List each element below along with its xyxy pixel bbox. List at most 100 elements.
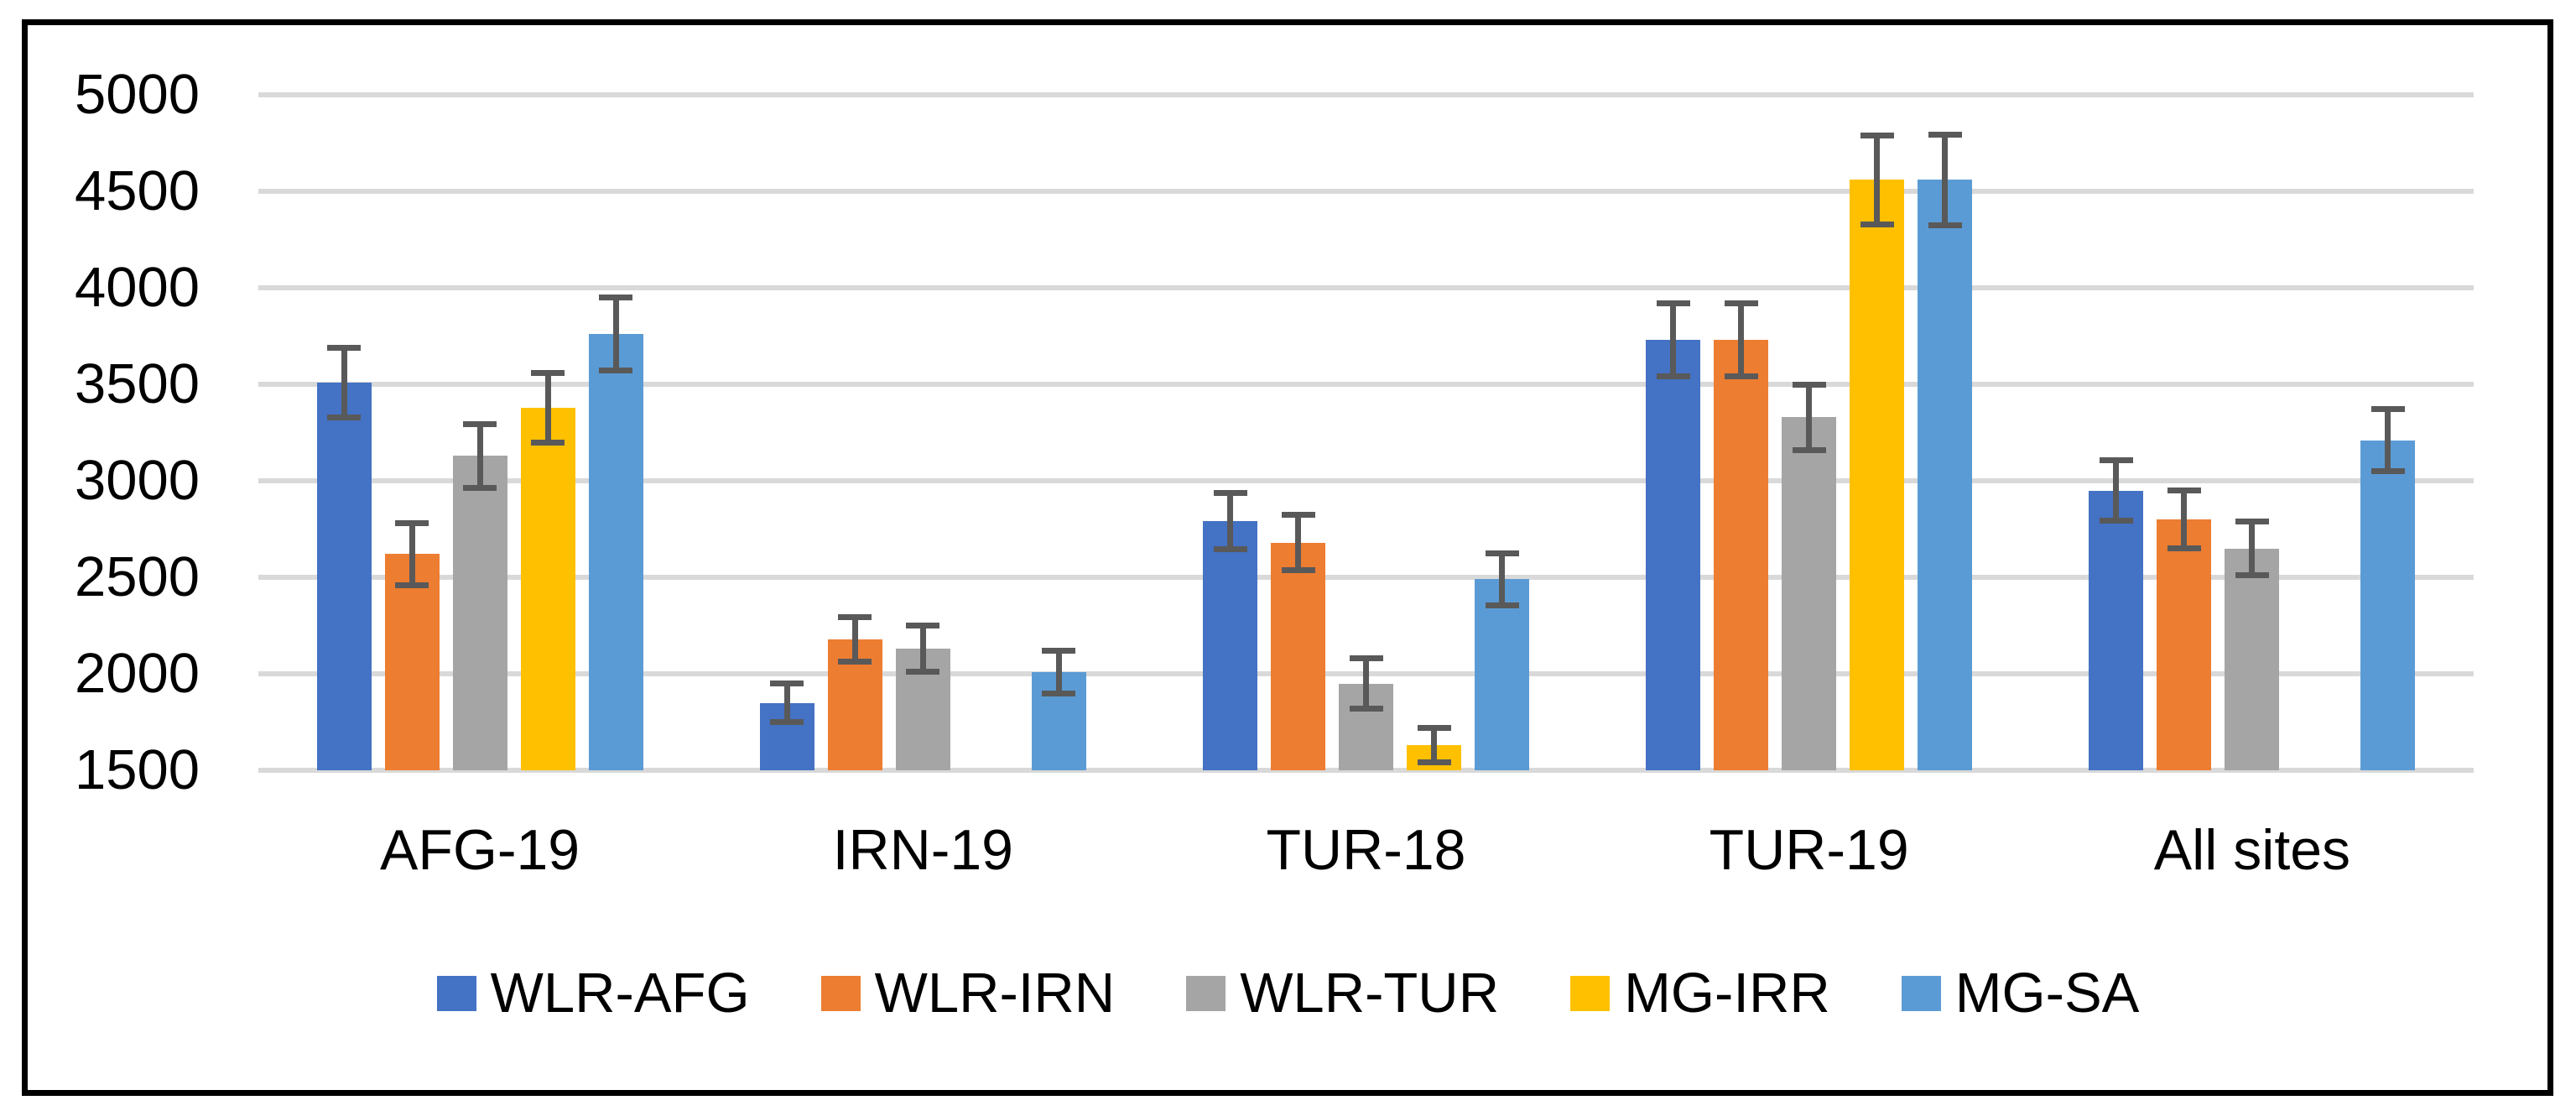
error-bar <box>341 347 347 418</box>
error-bar-cap-top <box>1792 381 1826 388</box>
error-bar-cap-bottom <box>1656 373 1690 380</box>
error-bar <box>612 297 619 371</box>
gridline <box>258 575 2474 580</box>
category-label-TUR-18: TUR-18 <box>1266 818 1466 882</box>
legend-item-WLR-TUR: WLR-TUR <box>1186 964 1499 1023</box>
bar-WLR-IRN-TUR-19 <box>1714 340 1769 770</box>
bar-MG-IRR-AFG-19 <box>520 407 575 770</box>
error-bar-cap-bottom <box>463 484 497 491</box>
error-bar <box>1227 493 1233 550</box>
error-bar-cap-bottom <box>1417 759 1451 766</box>
error-bar <box>1431 727 1437 763</box>
error-bar <box>2249 521 2256 576</box>
category-label-All sites: All sites <box>2153 818 2351 882</box>
error-bar-cap-top <box>2099 457 2133 464</box>
gridline <box>258 285 2474 290</box>
category-label-TUR-19: TUR-19 <box>1709 818 1909 882</box>
error-bar <box>2113 460 2120 521</box>
category-label-AFG-19: AFG-19 <box>380 818 580 882</box>
bar-WLR-IRN-TUR-18 <box>1271 542 1325 770</box>
error-bar <box>2385 409 2391 472</box>
error-bar-cap-top <box>770 681 804 686</box>
legend-item-MG-IRR: MG-IRR <box>1570 964 1830 1023</box>
error-bar <box>851 617 858 662</box>
error-bar-cap-top <box>463 420 497 427</box>
error-bar-cap-bottom <box>1281 567 1315 574</box>
error-bar <box>1942 134 1949 226</box>
error-bar-cap-bottom <box>2099 517 2133 524</box>
error-bar-cap-top <box>1860 132 1894 138</box>
bar-WLR-TUR-All sites <box>2225 548 2280 770</box>
error-bar-cap-top <box>2235 518 2269 524</box>
error-bar-cap-bottom <box>327 414 362 420</box>
error-bar-cap-top <box>1349 655 1383 662</box>
error-bar-cap-bottom <box>1042 690 1076 696</box>
error-bar <box>1295 514 1301 571</box>
y-tick-label: 2500 <box>74 545 200 608</box>
bar-MG-SA-TUR-18 <box>1475 579 1529 770</box>
error-bar-cap-bottom <box>1724 373 1758 380</box>
bar-WLR-TUR-AFG-19 <box>452 456 507 770</box>
bar-WLR-AFG-All sites <box>2089 490 2144 770</box>
error-bar-cap-bottom <box>1485 602 1519 608</box>
error-bar-cap-top <box>1213 490 1247 497</box>
error-bar-cap-top <box>2167 488 2201 493</box>
error-bar <box>1363 658 1369 709</box>
error-bar-cap-bottom <box>2235 572 2269 579</box>
error-bar-cap-top <box>1724 300 1758 306</box>
legend-item-label: MG-SA <box>1954 962 2140 1025</box>
bar-WLR-TUR-TUR-19 <box>1782 417 1837 770</box>
y-tick-label: 3000 <box>74 449 200 512</box>
y-tick-label: 3500 <box>74 352 200 415</box>
error-bar <box>1499 553 1505 606</box>
legend-item-MG-SA: MG-SA <box>1901 962 2140 1025</box>
y-tick-label: 5000 <box>74 63 200 126</box>
error-bar-cap-bottom <box>2167 545 2201 551</box>
error-bar <box>1874 135 1881 225</box>
error-bar <box>544 373 551 442</box>
gridline <box>258 768 2474 773</box>
bar-WLR-AFG-TUR-19 <box>1646 340 1701 770</box>
legend-swatch-icon <box>1570 976 1611 1011</box>
bar-WLR-IRN-All sites <box>2157 519 2212 770</box>
error-bar-cap-bottom <box>1213 546 1247 553</box>
bar-WLR-IRN-AFG-19 <box>384 554 440 770</box>
legend-swatch-icon <box>820 976 861 1011</box>
legend-item-label: WLR-TUR <box>1240 962 1500 1025</box>
error-bar <box>919 625 926 672</box>
error-bar <box>1738 303 1745 377</box>
bar-WLR-AFG-TUR-18 <box>1203 521 1257 770</box>
error-bar-cap-top <box>906 623 940 628</box>
error-bar-cap-bottom <box>395 581 429 588</box>
error-bar-cap-top <box>531 369 565 376</box>
error-bar-cap-bottom <box>599 368 633 374</box>
bar-WLR-AFG-AFG-19 <box>316 382 372 770</box>
legend-swatch-icon <box>1901 976 1941 1011</box>
error-bar <box>1055 650 1062 693</box>
error-bar-cap-bottom <box>1349 705 1383 712</box>
error-bar <box>476 424 483 488</box>
error-bar-cap-top <box>1485 550 1519 556</box>
gridline <box>258 189 2474 194</box>
error-bar-cap-top <box>838 613 872 620</box>
error-bar <box>2181 490 2188 549</box>
error-bar-cap-bottom <box>1792 446 1826 453</box>
chart-border <box>22 19 2553 1096</box>
y-tick-label: 1500 <box>74 738 200 801</box>
bar-MG-SA-All sites <box>2360 440 2416 770</box>
gridline <box>258 92 2474 97</box>
error-bar-cap-bottom <box>770 719 804 725</box>
y-tick-label: 4000 <box>74 256 200 319</box>
error-bar-cap-bottom <box>2370 468 2405 474</box>
legend-item-WLR-AFG: WLR-AFG <box>436 962 750 1025</box>
gridline <box>258 478 2474 483</box>
error-bar-cap-bottom <box>1860 221 1894 227</box>
legend-item-label: WLR-IRN <box>874 962 1116 1025</box>
error-bar-cap-top <box>327 344 362 351</box>
legend-item-label: WLR-AFG <box>490 962 750 1025</box>
error-bar-cap-bottom <box>1928 222 1962 228</box>
error-bar <box>409 523 415 586</box>
error-bar-cap-top <box>1042 647 1076 654</box>
gridline <box>258 382 2474 387</box>
